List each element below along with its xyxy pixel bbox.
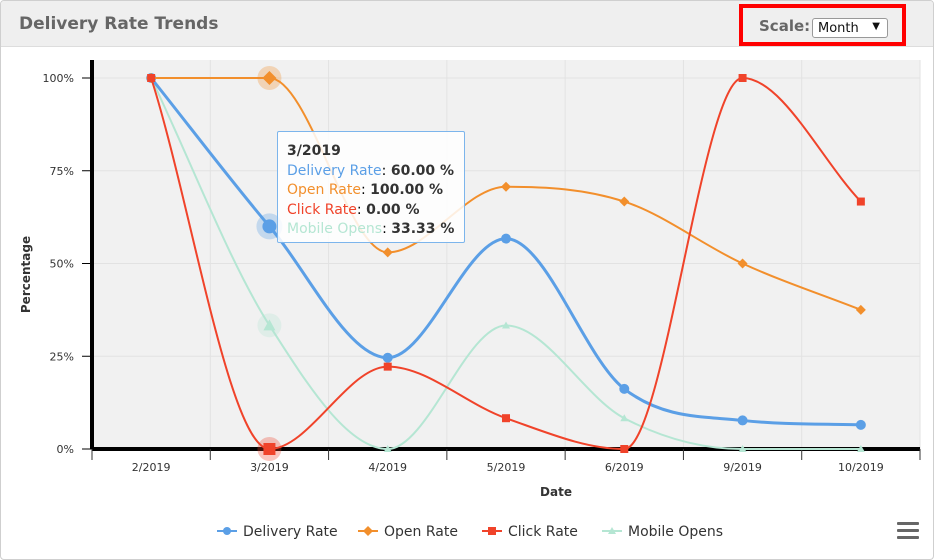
- mobile-opens-line: [150, 77, 861, 450]
- mobile-opens-marker: [263, 319, 276, 331]
- mobile-opens-marker: [383, 445, 392, 452]
- x-tick-label: 4/2019: [368, 461, 407, 474]
- tooltip-row-value: 33.33 %: [391, 221, 455, 237]
- click-rate-marker: [502, 414, 510, 423]
- tooltip-row: Mobile Opens: 33.33 %: [287, 220, 455, 240]
- delivery-rate-marker: [619, 383, 630, 394]
- tooltip-row-value: 0.00 %: [366, 201, 420, 218]
- y-tick-label: 100%: [43, 72, 74, 85]
- mobile-opens-marker: [620, 414, 629, 422]
- legend-label-delivery-rate: Delivery Rate: [243, 524, 338, 540]
- open-rate-marker: [737, 258, 748, 269]
- tooltip-row-label: Click Rate: [287, 201, 357, 218]
- tooltip-title: 3/2019: [287, 143, 341, 159]
- legend-click-rate-marker: [488, 527, 496, 535]
- tooltip-row-value: 100.00 %: [370, 182, 444, 198]
- delivery-rate-marker: [382, 352, 393, 363]
- delivery-rate-marker: [737, 415, 748, 426]
- delivery-rate-marker: [855, 419, 866, 430]
- tooltip-row: Delivery Rate: 60.00 %: [287, 162, 455, 182]
- x-tick-label: 10/2019: [838, 461, 884, 474]
- scale-highlight-box: [739, 4, 906, 46]
- mobile-opens-marker: [856, 445, 865, 452]
- legend-label-mobile-opens: Mobile Opens: [628, 524, 723, 540]
- tooltip-row-label: Open Rate: [287, 182, 361, 198]
- legend-open-rate-marker: [363, 526, 373, 536]
- legend-label-click-rate: Click Rate: [508, 524, 578, 540]
- y-tick-label: 25%: [50, 350, 74, 363]
- tooltip-row-value: 60.00 %: [390, 162, 455, 179]
- tooltip-row-separator: :: [381, 162, 391, 179]
- x-tick-label: 3/2019: [250, 461, 289, 474]
- click-rate-marker: [620, 445, 629, 453]
- x-axis-title: Date: [540, 485, 572, 499]
- delivery-rate-marker: [262, 219, 277, 234]
- x-tick-label: 5/2019: [487, 461, 526, 474]
- open-rate-marker: [262, 71, 277, 85]
- legend-delivery-rate-marker: [223, 527, 231, 535]
- plot-background: [92, 60, 920, 449]
- open-rate-marker: [501, 181, 511, 192]
- click-rate-marker: [147, 74, 156, 82]
- open-rate-marker: [855, 304, 866, 315]
- chevron-down-icon: ▼: [872, 21, 880, 32]
- scale-select-value: Month: [818, 21, 859, 36]
- y-tick-label: 0%: [57, 443, 74, 456]
- tooltip-row-label: Delivery Rate: [287, 162, 382, 179]
- mobile-opens-marker: [502, 321, 510, 329]
- panel-header: Delivery Rate Trends: [1, 1, 933, 47]
- scale-select[interactable]: Month ▼: [812, 18, 888, 38]
- panel-title: Delivery Rate Trends: [19, 14, 219, 34]
- hamburger-menu-icon[interactable]: [897, 522, 919, 540]
- open-rate-marker: [382, 247, 393, 258]
- chart-tooltip: 3/2019 Delivery Rate: 60.00 % Open Rate: …: [277, 131, 465, 243]
- click-rate-marker: [383, 362, 392, 371]
- click-rate-marker: [738, 74, 747, 82]
- open-rate-marker: [619, 196, 630, 207]
- y-tick-label: 50%: [50, 258, 74, 271]
- legend-mobile-opens-marker: [608, 527, 616, 534]
- tooltip-row-label: Mobile Opens: [287, 221, 383, 237]
- y-axis-title: Percentage: [19, 236, 33, 313]
- tooltip-row-separator: :: [360, 182, 371, 198]
- tooltip-row-separator: :: [382, 221, 392, 237]
- click-rate-marker: [263, 443, 276, 455]
- mobile-opens-marker: [738, 445, 747, 452]
- tooltip-row: Open Rate: 100.00 %: [287, 181, 455, 201]
- x-tick-label: 2/2019: [132, 461, 171, 474]
- x-tick-label: 6/2019: [605, 461, 644, 474]
- scale-label: Scale:: [759, 17, 811, 35]
- tooltip-row: Click Rate: 0.00 %: [287, 201, 455, 221]
- tooltip-row-separator: :: [356, 201, 367, 218]
- y-tick-label: 75%: [50, 165, 74, 178]
- legend-label-open-rate: Open Rate: [384, 524, 458, 540]
- delivery-rate-marker: [501, 233, 511, 244]
- click-rate-marker: [856, 197, 865, 206]
- x-tick-label: 9/2019: [723, 461, 762, 474]
